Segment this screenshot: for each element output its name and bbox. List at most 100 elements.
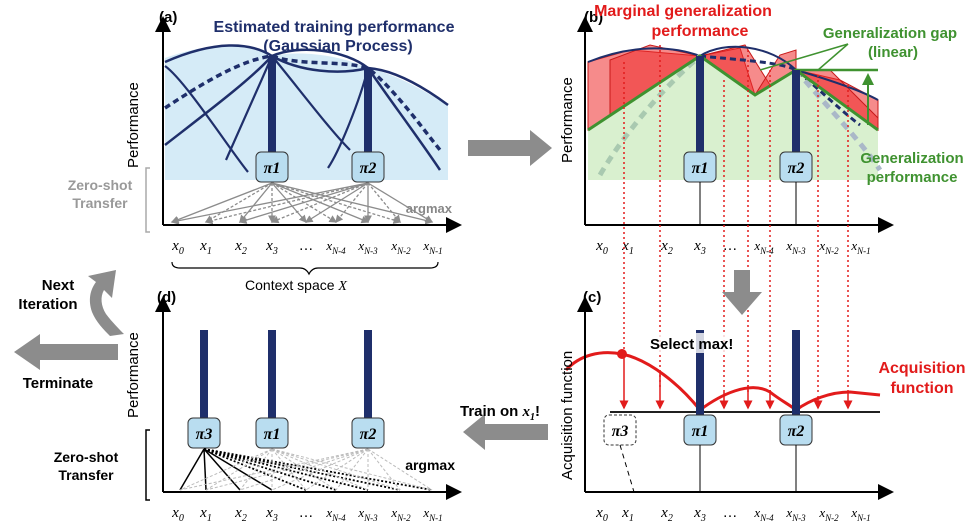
- panel-d: π3 π1 π2 (d) Performance Zero-shot Trans…: [54, 289, 462, 523]
- candidate-policy-pi3: π3: [603, 414, 637, 446]
- transfer-line: [203, 448, 307, 491]
- transfer-line: [203, 448, 369, 491]
- x-tick-label: xN-3: [785, 238, 806, 256]
- policy-label: π1: [264, 426, 281, 443]
- x-tick-label: x0: [595, 505, 608, 523]
- policy-label: π2: [360, 426, 377, 443]
- zero-shot-label-2: Transfer: [58, 467, 114, 483]
- x-tick-labels-a: x0 x1 x2 x3 … xN-4 xN-3 xN-2 xN-1: [171, 237, 442, 257]
- transfer-line: [239, 448, 273, 491]
- transfer-line: [203, 448, 207, 491]
- policy-label: π1: [692, 423, 709, 440]
- gap-pointer: [759, 43, 849, 71]
- transfer-arrow: [239, 182, 273, 224]
- policy-bar-2: [364, 330, 372, 418]
- policy-label: π1: [692, 160, 709, 177]
- generalization-performance-line: [587, 54, 879, 132]
- flow-arrow-c-to-d: [463, 414, 548, 450]
- x-tick-label: x0: [171, 505, 184, 523]
- transfer-arrow: [367, 182, 401, 224]
- x-tick-label: x3: [265, 505, 278, 523]
- policy-label: π2: [360, 160, 377, 177]
- panel-b: π1 π2 (b) Marginal generalization perfor…: [559, 3, 964, 257]
- transfer-arrow: [367, 182, 434, 223]
- max-point: [617, 349, 627, 359]
- transfer-arrow: [204, 182, 273, 223]
- transfer-line: [205, 448, 273, 491]
- policy-box-pi2: π2: [351, 417, 385, 449]
- x-tick-labels-c: x0 x1 x2 x3 … xN-4 xN-3 xN-2 xN-1: [595, 504, 870, 523]
- x-tick-label: xN-2: [818, 505, 839, 523]
- next-iteration-label-1: Next: [42, 277, 75, 294]
- context-space-label: Context space X: [245, 277, 347, 294]
- acquisition-curve: [564, 351, 881, 413]
- transfer-line: [205, 448, 369, 491]
- argmax-label: argmax: [406, 201, 453, 216]
- zero-shot-label-2: Transfer: [72, 195, 128, 211]
- acquisition-label-2: function: [890, 380, 953, 397]
- gen-gap-label-2: (linear): [868, 44, 918, 61]
- x-tick-label: x1: [621, 238, 634, 257]
- gp-upper-curve: [164, 44, 449, 107]
- x-tick-label: xN-1: [850, 238, 870, 256]
- x-tick-label: …: [723, 504, 738, 521]
- transfer-line: [271, 448, 337, 491]
- transfer-arrow: [270, 182, 369, 224]
- marginal-gen-label-2: performance: [652, 23, 749, 40]
- transfer-line: [239, 448, 369, 491]
- x-tick-label: x2: [234, 505, 247, 523]
- x-tick-label: x1: [199, 238, 212, 257]
- generalization-faded-line: [597, 54, 702, 177]
- transfer-arrow: [170, 182, 369, 225]
- x-tick-label: xN-2: [390, 505, 411, 523]
- flow-arrow-b-to-c: [722, 270, 762, 315]
- zero-shot-bracket: [145, 429, 150, 501]
- zero-shot-label-1: Zero-shot: [68, 177, 133, 193]
- panel-tag: (a): [159, 9, 177, 26]
- next-iteration-label-2: Iteration: [18, 296, 77, 313]
- x-tick-label: …: [299, 504, 314, 521]
- x-tick-label: xN-1: [422, 238, 442, 256]
- transfer-line: [179, 448, 273, 491]
- policy-label: π2: [788, 160, 805, 177]
- zero-shot-bracket: [145, 167, 150, 233]
- transfer-line: [203, 448, 337, 491]
- policy-bar-3: [200, 330, 208, 418]
- gen-gap-label-1: Generalization gap: [823, 25, 957, 42]
- x-tick-label: xN-3: [785, 505, 806, 523]
- gp-mean-curve-b: [699, 54, 861, 127]
- transfer-arrow: [238, 182, 369, 224]
- y-axis-label: Acquisition function: [559, 351, 576, 480]
- x-tick-label: x0: [595, 238, 608, 257]
- x-tick-label: xN-3: [357, 238, 378, 256]
- policy-bar-2: [364, 68, 372, 154]
- transfer-line: [271, 448, 401, 491]
- policy-bar-1: [696, 56, 704, 154]
- x-tick-label: x1: [621, 505, 634, 523]
- x-tick-label: x2: [660, 505, 673, 523]
- next-iteration-arrow: [88, 270, 124, 336]
- gp-title-line2: (Gaussian Process): [263, 38, 412, 55]
- acquisition-label-1: Acquisition: [878, 360, 965, 377]
- transfer-line: [271, 448, 369, 491]
- transfer-line: [203, 448, 241, 491]
- policy-box-pi2: π2: [351, 151, 385, 183]
- y-axis-label: Performance: [125, 82, 142, 168]
- gp-lower-curve-2: [164, 55, 370, 173]
- transfer-line: [203, 448, 433, 491]
- x-tick-label: x0: [171, 238, 184, 257]
- gen-perf-label-1: Generalization: [860, 150, 963, 167]
- select-label-bg: [648, 333, 730, 353]
- generalization-faded-line-2: [794, 68, 883, 172]
- panel-a: π1 π2 (a) Estimated training performance…: [68, 9, 462, 294]
- zero-shot-label-1: Zero-shot: [54, 449, 119, 465]
- policy-bar-1: [268, 56, 276, 154]
- policy-label: π2: [788, 423, 805, 440]
- transfer-arrow: [335, 182, 369, 224]
- policy-box-pi2: π2: [779, 414, 813, 446]
- policy-bar-2: [792, 70, 800, 154]
- transfer-line: [203, 448, 401, 491]
- x-tick-labels-b: x0 x1 x2 x3 … xN-4 xN-3 xN-2 xN-1: [595, 237, 870, 257]
- policy-bar-2: [792, 330, 800, 415]
- x-tick-label: x2: [660, 238, 673, 257]
